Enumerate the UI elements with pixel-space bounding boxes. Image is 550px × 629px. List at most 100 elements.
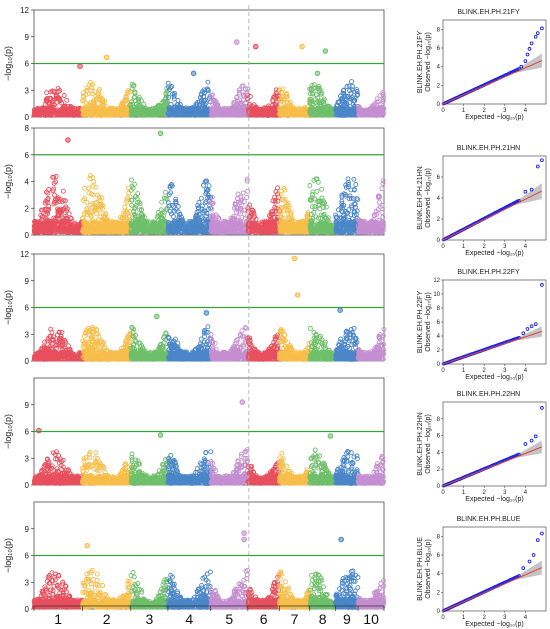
snp-point (93, 97, 99, 103)
snp-point (136, 228, 141, 234)
snp-point (76, 109, 81, 114)
snp-point (124, 95, 130, 101)
significant-snp (299, 43, 305, 50)
snp-point (203, 213, 209, 219)
snp-point (37, 229, 43, 235)
snp-point (82, 185, 88, 191)
snp-point (45, 112, 51, 117)
snp-point (83, 100, 89, 106)
snp-point (60, 188, 66, 194)
snp-point (187, 225, 192, 231)
snp-point (122, 204, 128, 210)
snp-point (129, 230, 135, 235)
significant-snp (233, 39, 240, 45)
snp-point (142, 219, 147, 224)
snp-point (163, 189, 168, 195)
snp-point (355, 197, 361, 203)
snp-point (158, 230, 163, 236)
snp-point (339, 107, 345, 113)
snp-point (64, 107, 70, 113)
snp-point (125, 89, 131, 95)
y-tick-label: 8 (25, 124, 30, 133)
snp-point (238, 112, 243, 117)
snp-point (336, 113, 342, 118)
snp-point (51, 89, 57, 95)
snp-point (96, 87, 102, 92)
snp-point (44, 90, 50, 96)
snp-point (34, 112, 39, 117)
snp-point (98, 95, 104, 101)
snp-point (308, 109, 314, 115)
snp-point (81, 108, 87, 113)
snp-point (211, 107, 216, 112)
snp-point (91, 98, 97, 104)
snp-point (177, 107, 183, 112)
snp-point (40, 223, 46, 228)
snp-point (381, 110, 386, 115)
snp-point (265, 223, 271, 229)
snp-point (198, 195, 204, 201)
snp-point (291, 106, 297, 111)
significant-snp (190, 70, 197, 77)
y-axis-label: −log₁₀(p) (3, 46, 13, 81)
snp-point (319, 186, 325, 192)
y-tick-label: 0 (25, 113, 30, 122)
snp-point (118, 113, 123, 118)
significant-snp (322, 48, 329, 54)
snp-point (241, 107, 247, 113)
snp-point (349, 107, 355, 112)
snp-point (86, 185, 92, 191)
snp-point (65, 227, 71, 233)
snp-point (153, 106, 159, 112)
snp-point (284, 227, 290, 233)
snp-point (284, 109, 290, 114)
snp-point (61, 93, 67, 98)
snp-point (157, 220, 163, 226)
y-tick-label: 12 (20, 6, 29, 15)
snp-point (160, 107, 166, 113)
snp-point (70, 228, 75, 234)
snp-point (92, 219, 97, 225)
snp-point (139, 222, 144, 228)
snp-point (56, 228, 62, 234)
snp-point (37, 219, 43, 224)
snp-point (146, 225, 152, 231)
snp-point (161, 227, 166, 232)
snp-point (236, 105, 242, 111)
snp-point (162, 219, 167, 224)
snp-point (299, 224, 304, 230)
snp-point (71, 110, 77, 115)
snp-point (46, 186, 52, 192)
snp-point (353, 182, 359, 187)
y-tick-label: 0 (25, 231, 30, 240)
snp-point (297, 228, 302, 234)
snp-point (122, 224, 127, 230)
snp-point (99, 113, 104, 118)
snp-point (89, 85, 95, 91)
snp-point (234, 223, 239, 229)
snp-point (328, 106, 334, 111)
snp-point (289, 228, 294, 234)
snp-point (55, 86, 61, 92)
snp-point (106, 110, 111, 115)
snp-point (142, 228, 147, 234)
snp-point (261, 220, 267, 225)
snp-point (182, 106, 187, 112)
y-tick-label: 6 (25, 60, 30, 69)
snp-point (265, 111, 271, 117)
snp-point (301, 109, 307, 114)
snp-point (54, 112, 60, 117)
snp-point (230, 224, 235, 230)
snp-point (271, 220, 277, 225)
y-tick-label: 4 (25, 178, 30, 187)
snp-point (171, 214, 176, 219)
snp-point (139, 113, 145, 118)
snp-point (225, 230, 231, 235)
snp-point (237, 219, 242, 225)
snp-point (133, 223, 139, 228)
snp-point (121, 101, 127, 107)
snp-point (58, 113, 64, 118)
snp-point (218, 113, 224, 118)
snp-point (32, 224, 37, 230)
